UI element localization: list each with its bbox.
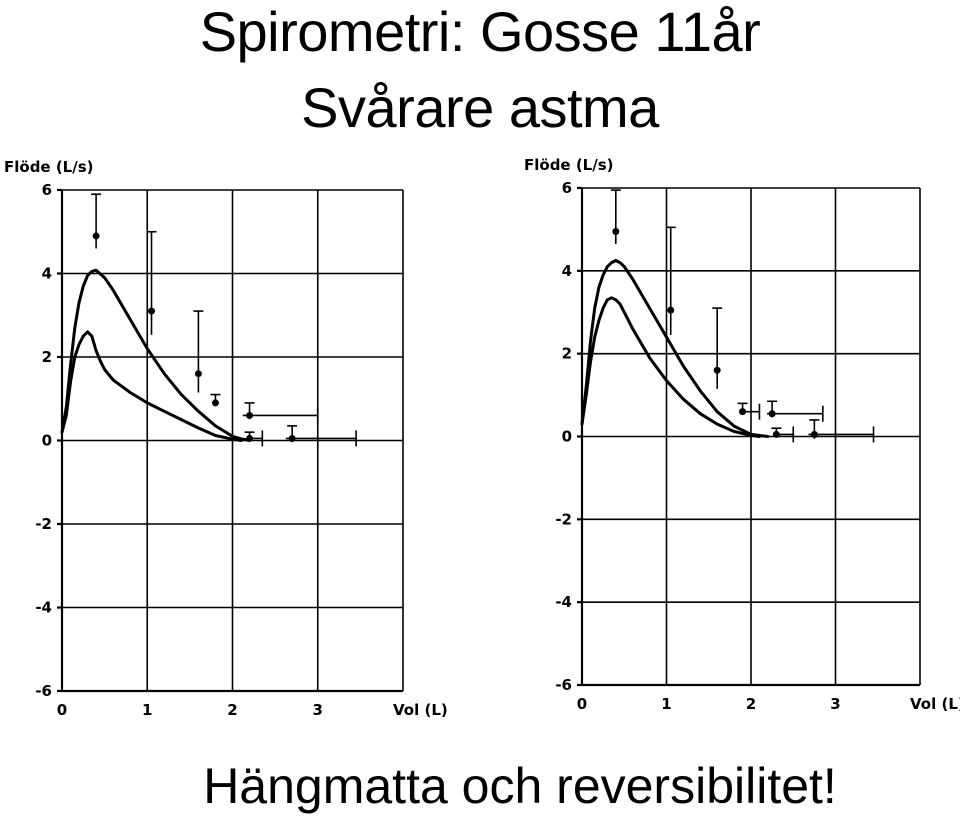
reference-point [146,230,157,335]
reference-dot [739,408,747,416]
reference-point [712,307,723,389]
reference-dot [211,399,219,407]
x-tick-label: 2 [227,701,237,719]
reference-point [771,426,795,443]
flow-volume-curve-2 [60,330,243,442]
reference-dot [768,410,776,418]
reference-point [808,419,875,443]
x-axis-label: Vol (L) [910,695,960,713]
reference-dot [246,411,254,419]
y-tick-label: -6 [35,682,52,700]
y-tick-label: -4 [555,593,572,611]
reference-dot [92,232,100,240]
caption: Hängmatta och reversibilitet! [203,758,837,814]
title-line-1: Spirometri: Gosse 11år [199,0,761,63]
x-axis-label: Vol (L) [393,701,448,719]
x-tick-label: 0 [57,701,67,719]
flow-volume-curve-2 [580,296,761,438]
x-tick-label: 1 [661,695,671,713]
y-tick-label: -2 [35,515,52,533]
reference-point [91,193,102,249]
y-tick-label: 4 [562,262,572,280]
reference-dot [667,306,675,314]
reference-point [210,393,221,407]
reference-dot [772,430,780,438]
y-tick-label: 6 [42,181,52,199]
x-tick-label: 1 [142,701,152,719]
reference-point [767,400,824,422]
x-tick-label: 3 [830,695,840,713]
y-tick-label: 0 [42,432,52,450]
x-tick-label: 3 [313,701,323,719]
x-tick-label: 2 [746,695,756,713]
y-tick-label: 6 [562,179,572,197]
reference-point [244,430,264,447]
flow-volume-chart-right: 6 4 2 0 -2 -4 -6 0 1 2 3 Flöde (L/s) Vol (L) [524,156,960,713]
y-axis-label: Flöde (L/s) [524,156,614,174]
x-tick-label: 0 [577,695,587,713]
y-tick-label: -4 [35,599,52,617]
y-tick-label: 2 [42,348,52,366]
reference-dot [810,430,818,438]
reference-point [193,310,204,393]
reference-point [665,226,676,336]
reference-dot [194,370,202,378]
reference-point [242,402,319,424]
y-tick-label: -6 [555,676,572,694]
reference-dot [288,434,296,442]
reference-dot [713,366,721,374]
reference-point [610,189,621,244]
y-tick-label: 2 [562,345,572,363]
y-tick-label: 0 [562,428,572,446]
flow-volume-chart-left: 6 4 2 0 -2 -4 -6 0 1 2 3 Flöde (L/s) Vol (L) [4,158,448,719]
reference-dot [148,307,156,315]
reference-point [285,425,357,447]
y-axis-label: Flöde (L/s) [4,158,94,176]
reference-dot [612,227,620,235]
y-tick-label: -2 [555,510,572,528]
flow-volume-curve-1 [60,268,252,442]
title-line-2: Svårare astma [301,76,659,139]
reference-point [737,402,761,420]
y-tick-label: 4 [42,265,52,283]
flow-volume-curve-1 [580,259,770,438]
